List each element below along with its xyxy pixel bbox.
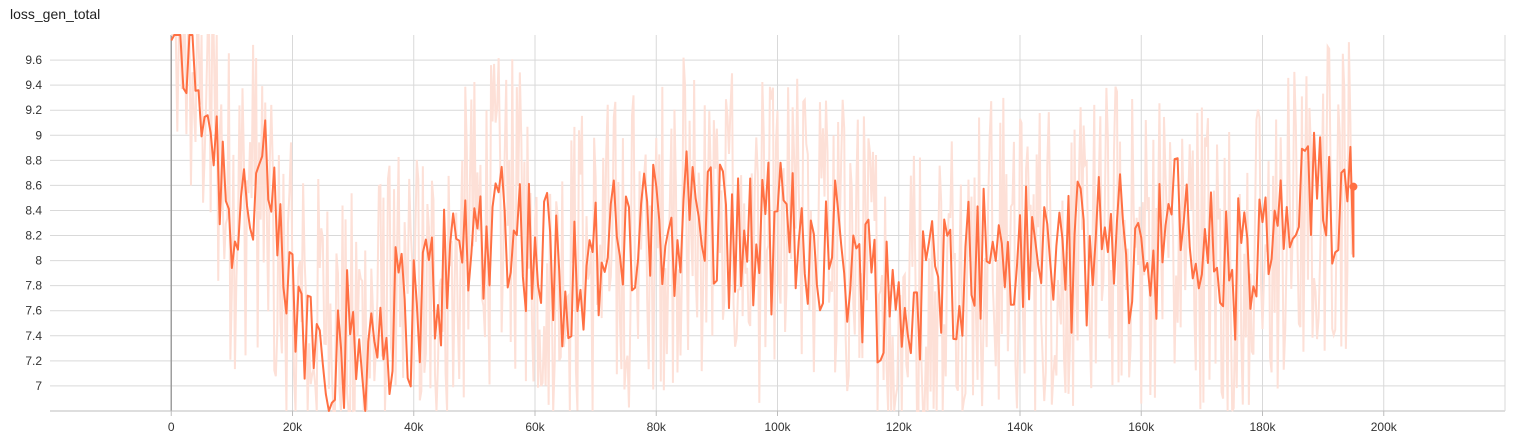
- y-tick-label: 9: [35, 128, 42, 142]
- raw-line: [171, 34, 1355, 413]
- chart-title: loss_gen_total: [10, 6, 101, 22]
- x-tick-label: 20k: [283, 420, 303, 434]
- y-tick-label: 8.4: [25, 203, 42, 217]
- y-tick-label: 7.4: [25, 329, 42, 343]
- y-tick-label: 7: [35, 379, 42, 393]
- y-tick-label: 9.2: [25, 103, 42, 117]
- x-tick-label: 40k: [404, 420, 424, 434]
- y-tick-label: 8.8: [25, 153, 42, 167]
- x-tick-label: 200k: [1371, 420, 1398, 434]
- y-tick-label: 8: [35, 254, 42, 268]
- smoothed-line: [170, 34, 1355, 412]
- x-tick-label: 140k: [1007, 420, 1034, 434]
- x-tick-label: 100k: [764, 420, 791, 434]
- y-tick-label: 8.6: [25, 178, 42, 192]
- x-tick-label: 0: [168, 420, 175, 434]
- x-tick-label: 80k: [647, 420, 667, 434]
- y-tick-label: 9.6: [25, 53, 42, 67]
- y-axis-ticks: 7 7.2 7.4 7.6 7.8 8 8.2 8.4 8.6 8.8 9 9.2 9.4 9.6: [25, 53, 42, 393]
- y-tick-label: 7.6: [25, 304, 42, 318]
- x-tick-label: 60k: [525, 420, 545, 434]
- x-tick-label: 160k: [1128, 420, 1155, 434]
- x-tick-label: 120k: [886, 420, 913, 434]
- last-point-marker: [1349, 182, 1358, 191]
- x-tick-label: 180k: [1249, 420, 1276, 434]
- smoothed-series: [170, 34, 1358, 412]
- y-tick-label: 9.4: [25, 78, 42, 92]
- y-tick-label: 7.2: [25, 354, 42, 368]
- y-tick-label: 8.2: [25, 229, 42, 243]
- raw-series: [171, 34, 1355, 413]
- y-tick-label: 7.8: [25, 279, 42, 293]
- x-axis-ticks: 0 20k 40k 60k 80k 100k 120k 140k 160k 180k 200k: [168, 411, 1398, 434]
